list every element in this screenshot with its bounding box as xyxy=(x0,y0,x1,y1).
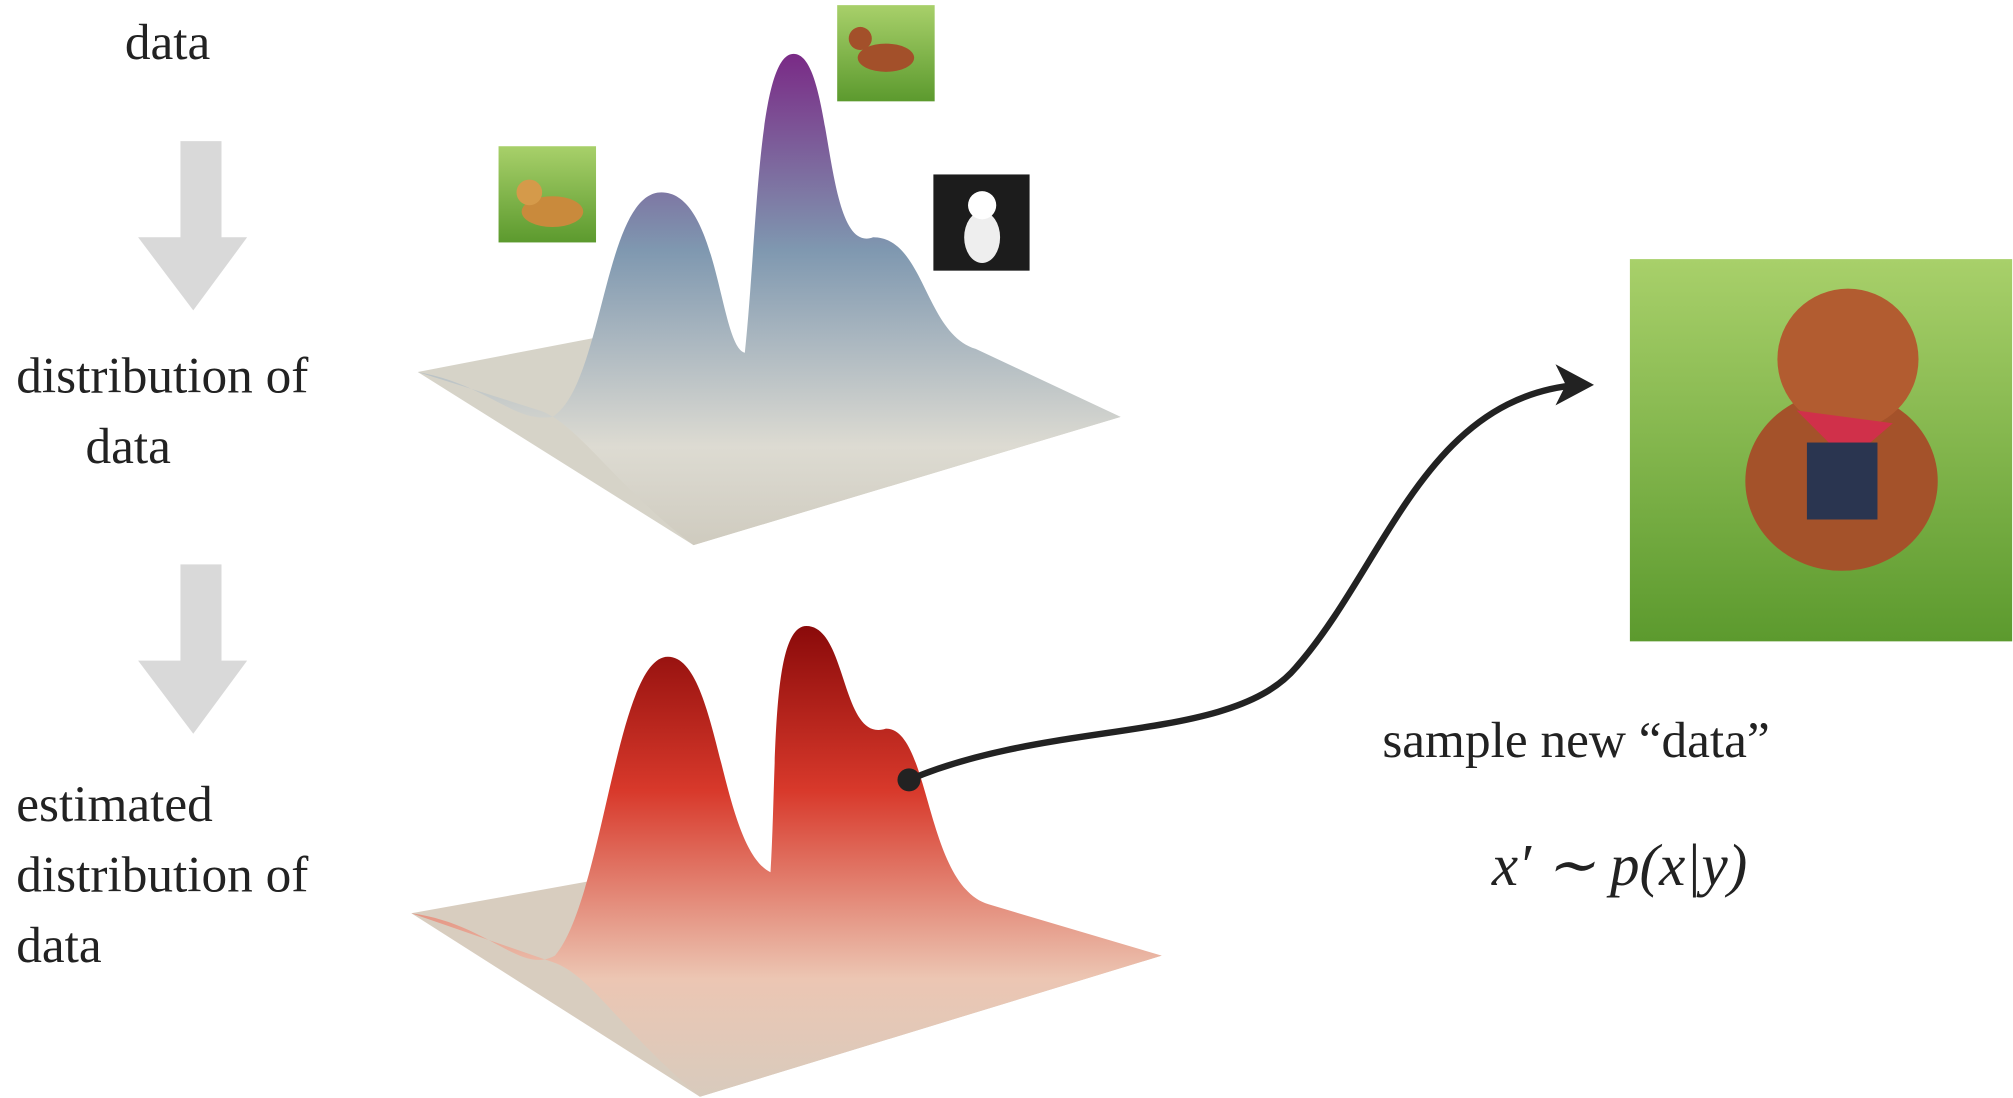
distribution-surface xyxy=(418,54,1121,545)
down-arrow xyxy=(138,564,247,733)
label-estimated-2: distribution of xyxy=(16,846,309,903)
label-estimated-3: data xyxy=(16,917,102,974)
formula: x′ ∼ p(x|y) xyxy=(1491,832,1747,898)
sample-caption: sample new “data” xyxy=(1382,712,1769,769)
diagram: data distribution of data estimated dist… xyxy=(0,0,2013,1098)
sample-photo xyxy=(1630,259,2012,641)
dog-photo xyxy=(837,5,934,101)
page: data distribution of data estimated dist… xyxy=(0,0,2013,1098)
dog-photo xyxy=(933,174,1029,270)
sample-point xyxy=(897,768,920,791)
label-distribution-2: data xyxy=(86,418,172,475)
label-estimated-1: estimated xyxy=(16,776,213,833)
dog-photo xyxy=(499,146,596,242)
estimated-surface xyxy=(411,626,1161,1097)
down-arrow xyxy=(138,141,247,310)
label-data: data xyxy=(125,14,211,71)
label-distribution-1: distribution of xyxy=(16,348,309,405)
